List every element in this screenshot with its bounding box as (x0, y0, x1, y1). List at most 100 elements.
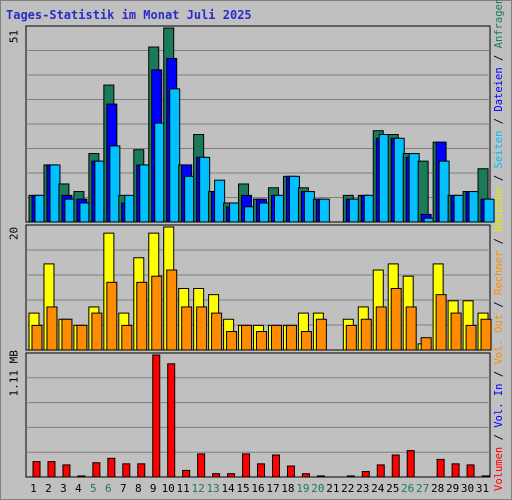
day-label-24: 24 (371, 482, 385, 495)
bar-kbytes-day-8 (137, 463, 146, 478)
bar-sites-day-19 (300, 331, 312, 351)
bar-kbytes-day-15 (242, 453, 251, 478)
day-label-20: 20 (311, 482, 324, 495)
bar-sites-day-6 (106, 281, 118, 351)
day-label-9: 9 (150, 482, 157, 495)
bar-sites-day-3 (61, 318, 73, 351)
day-label-8: 8 (135, 482, 142, 495)
day-label-31: 31 (476, 482, 489, 495)
bar-kbytes-day-22 (346, 475, 355, 478)
legend-rechner: Rechner (493, 250, 505, 295)
bar-kbytes-day-14 (227, 473, 236, 478)
legend-separator: / (493, 427, 505, 447)
day-label-7: 7 (120, 482, 127, 495)
legend-separator: / (493, 294, 505, 314)
bar-kbytes-day-16 (257, 463, 266, 478)
bar-sites-day-16 (256, 331, 268, 351)
bar-pages-day-28 (438, 160, 450, 223)
day-label-4: 4 (75, 482, 82, 495)
bar-sites-day-8 (136, 281, 148, 351)
day-label-17: 17 (266, 482, 279, 495)
day-label-11: 11 (177, 482, 190, 495)
bar-pages-day-6 (109, 145, 121, 223)
day-label-6: 6 (105, 482, 112, 495)
day-label-25: 25 (386, 482, 399, 495)
bar-kbytes-day-30 (466, 464, 475, 478)
bar-sites-day-10 (166, 269, 178, 351)
bar-kbytes-day-20 (316, 475, 325, 478)
day-label-5: 5 (90, 482, 97, 495)
legend-separator: / (493, 111, 505, 131)
bar-kbytes-day-6 (107, 457, 116, 478)
bar-sites-day-26 (405, 306, 417, 351)
bar-pages-day-10 (169, 88, 181, 223)
bar-sites-day-28 (435, 294, 447, 351)
legend-vol-in: Vol. In (493, 383, 505, 428)
day-label-3: 3 (60, 482, 67, 495)
bar-sites-day-1 (31, 324, 43, 351)
bar-sites-day-20 (315, 318, 327, 351)
bar-kbytes-day-4 (77, 475, 86, 478)
page-title: Tages-Statistik im Monat Juli 2025 (6, 8, 252, 22)
bar-kbytes-day-11 (182, 469, 191, 478)
day-label-28: 28 (431, 482, 444, 495)
bar-sites-day-12 (196, 306, 208, 351)
legend-volumen: Volumen (493, 446, 505, 491)
bar-sites-day-15 (241, 324, 253, 351)
legend-seiten: Seiten (493, 130, 505, 169)
day-label-1: 1 (30, 482, 37, 495)
legend-separator: / (493, 168, 505, 188)
bar-pages-day-20 (318, 198, 330, 223)
bar-kbytes-day-17 (271, 454, 280, 478)
legend-besuche: Besuche (493, 187, 505, 232)
bar-sites-day-23 (360, 318, 372, 351)
bar-kbytes-day-12 (197, 453, 206, 478)
bar-sites-day-27 (420, 337, 432, 351)
panel-volume-frame (25, 352, 491, 478)
day-label-2: 2 (45, 482, 52, 495)
day-label-22: 22 (341, 482, 354, 495)
day-label-18: 18 (281, 482, 294, 495)
volume-ymax-label: 1.11 MB (7, 350, 21, 397)
bar-kbytes-day-2 (47, 461, 56, 478)
bar-sites-day-14 (226, 331, 238, 351)
bar-sites-day-9 (151, 275, 163, 351)
bar-pages-day-13 (214, 179, 226, 223)
bar-sites-day-22 (345, 324, 357, 351)
bar-kbytes-day-1 (32, 461, 41, 478)
day-label-15: 15 (236, 482, 249, 495)
bar-sites-day-11 (181, 306, 193, 351)
day-label-26: 26 (401, 482, 414, 495)
legend-dateien: Dateien (493, 67, 505, 112)
bar-kbytes-day-24 (376, 464, 385, 478)
bar-sites-day-5 (91, 312, 103, 351)
bar-sites-day-18 (285, 324, 297, 351)
bar-kbytes-day-26 (406, 450, 415, 478)
day-label-23: 23 (356, 482, 369, 495)
bar-kbytes-day-7 (122, 463, 131, 478)
bar-kbytes-day-10 (167, 363, 176, 478)
bar-pages-day-12 (199, 156, 211, 223)
bar-kbytes-day-9 (152, 354, 161, 478)
bar-kbytes-day-3 (62, 464, 71, 478)
day-label-29: 29 (446, 482, 459, 495)
bar-pages-day-31 (483, 198, 495, 223)
bar-kbytes-day-31 (481, 475, 490, 478)
day-label-16: 16 (251, 482, 264, 495)
bar-sites-day-29 (450, 312, 462, 351)
series-legend: Volumen / Vol. In / Vol. Out / Rechner /… (493, 0, 507, 491)
bar-kbytes-day-5 (92, 462, 101, 478)
bar-kbytes-day-13 (212, 473, 221, 478)
bar-hits-day-27 (417, 160, 429, 223)
day-label-13: 13 (206, 482, 219, 495)
day-label-30: 30 (461, 482, 474, 495)
legend-vol-out: Vol. Out (493, 313, 505, 365)
day-label-21: 21 (326, 482, 339, 495)
legend-anfragen: Anfragen (493, 0, 505, 49)
bar-sites-day-17 (270, 324, 282, 351)
bar-sites-day-25 (390, 288, 402, 351)
requests-ymax-label: 51 (7, 29, 21, 44)
day-label-12: 12 (192, 482, 205, 495)
bar-kbytes-day-25 (391, 454, 400, 478)
